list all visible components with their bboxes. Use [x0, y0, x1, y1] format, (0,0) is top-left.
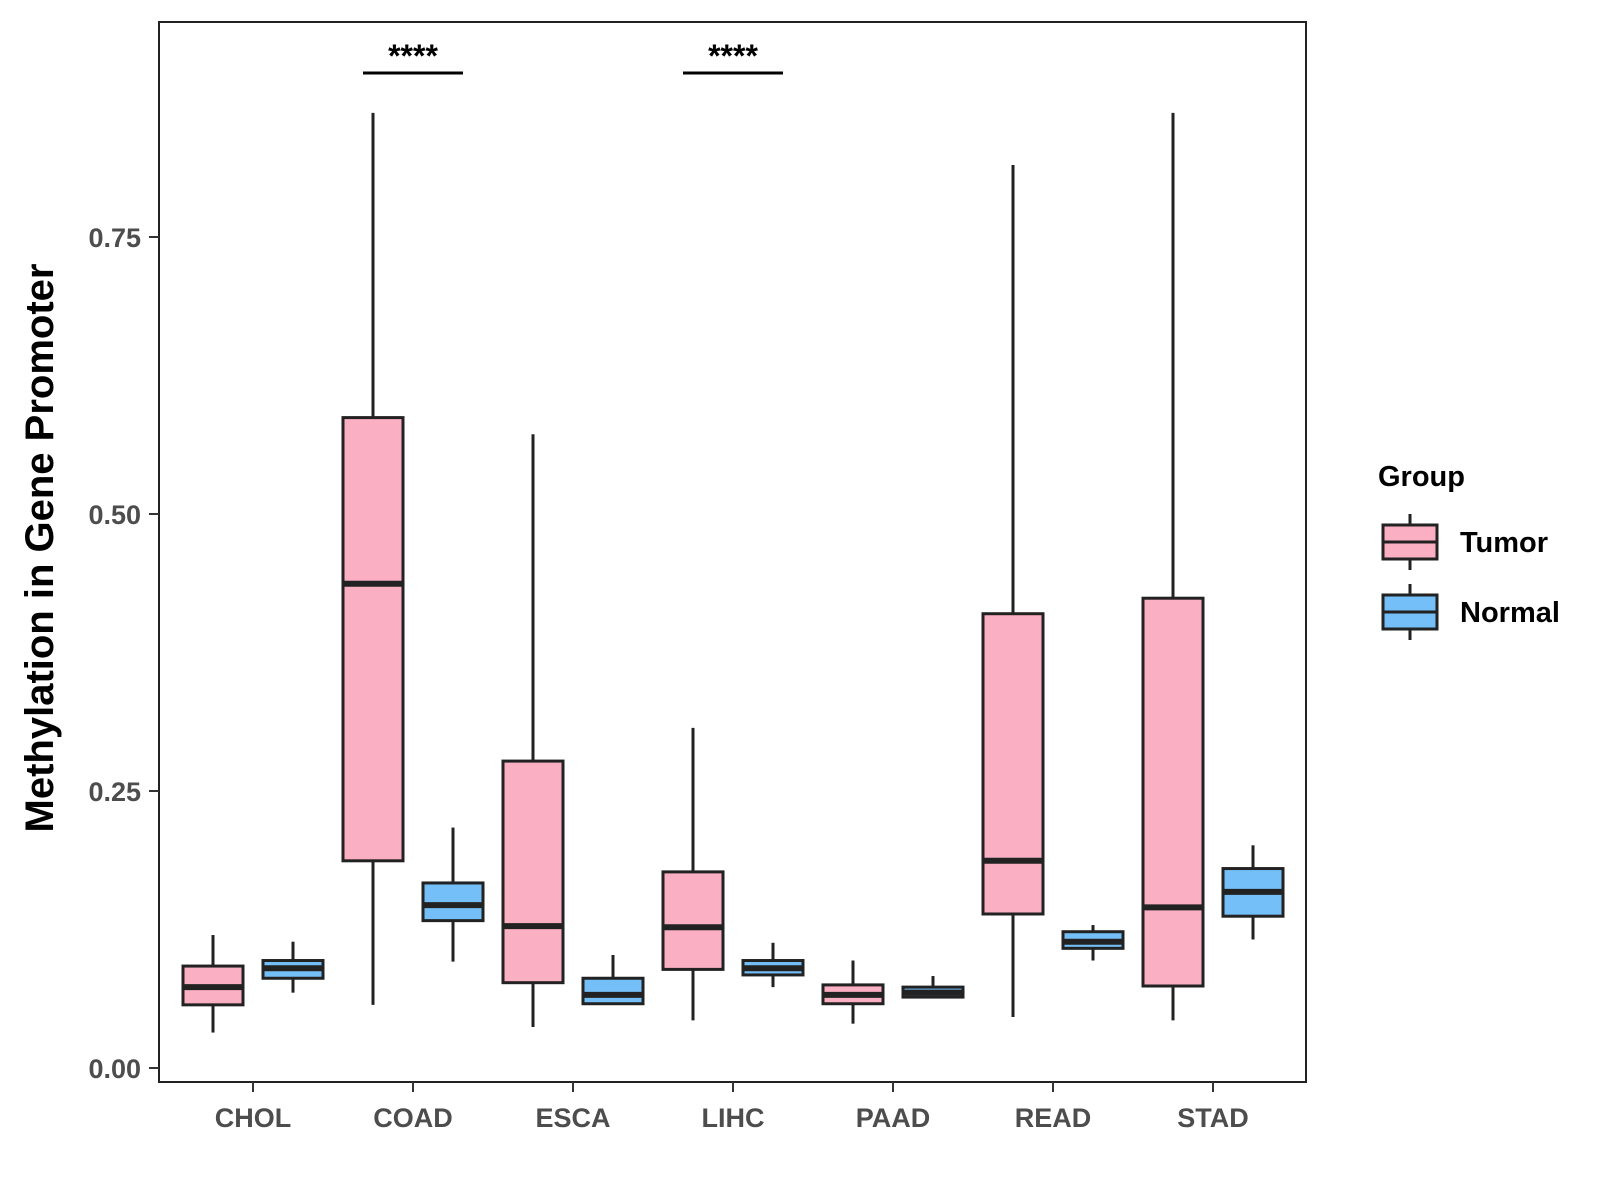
box-normal-stad — [1221, 845, 1285, 940]
x-tick-label: COAD — [373, 1103, 453, 1133]
x-tick-label: CHOL — [215, 1103, 292, 1133]
box-tumor-stad — [1141, 112, 1205, 1021]
x-tick-label: READ — [1015, 1103, 1092, 1133]
box-normal-chol — [261, 941, 325, 993]
box-normal-lihc — [741, 942, 805, 988]
box-normal-paad — [901, 976, 965, 999]
box-iqr — [341, 416, 405, 863]
box-iqr — [501, 759, 565, 985]
y-axis-title: Methylation in Gene Promoter — [18, 264, 62, 833]
legend-label: Tumor — [1460, 527, 1548, 559]
box-iqr — [981, 612, 1045, 916]
box-tumor-esca — [501, 434, 565, 1028]
x-tick-label: LIHC — [702, 1103, 765, 1133]
x-tick-label: STAD — [1177, 1103, 1249, 1133]
legend-item-tumor: Tumor — [1381, 514, 1548, 570]
y-tick-label: 0.50 — [88, 500, 141, 530]
box-normal-esca — [581, 954, 645, 1006]
box-iqr — [1141, 596, 1205, 988]
y-tick-label: 0.75 — [88, 223, 141, 253]
box-tumor-paad — [821, 960, 885, 1024]
significance-label: **** — [708, 38, 758, 74]
x-tick-label: PAAD — [856, 1103, 931, 1133]
y-tick-label: 0.00 — [88, 1054, 141, 1084]
box-tumor-read — [981, 164, 1045, 1018]
legend-item-normal: Normal — [1381, 584, 1560, 640]
box-normal-read — [1061, 925, 1125, 961]
box-iqr — [421, 881, 485, 923]
box-normal-coad — [421, 827, 485, 962]
box-iqr — [581, 976, 645, 1006]
box-tumor-chol — [181, 935, 245, 1033]
significance-label: **** — [388, 38, 438, 74]
y-tick-label: 0.25 — [88, 777, 141, 807]
legend: Group Tumor Normal — [1378, 461, 1560, 640]
x-tick-label: ESCA — [535, 1103, 610, 1133]
box-tumor-lihc — [661, 727, 725, 1021]
plot-area: 0.00 0.25 0.50 0.75 CHOL COAD ESCA LIHC PAAD READ… — [88, 21, 1307, 1133]
box-iqr — [661, 870, 725, 971]
box-tumor-coad — [341, 112, 405, 1005]
legend-label: Normal — [1460, 597, 1560, 629]
legend-title: Group — [1378, 461, 1465, 493]
